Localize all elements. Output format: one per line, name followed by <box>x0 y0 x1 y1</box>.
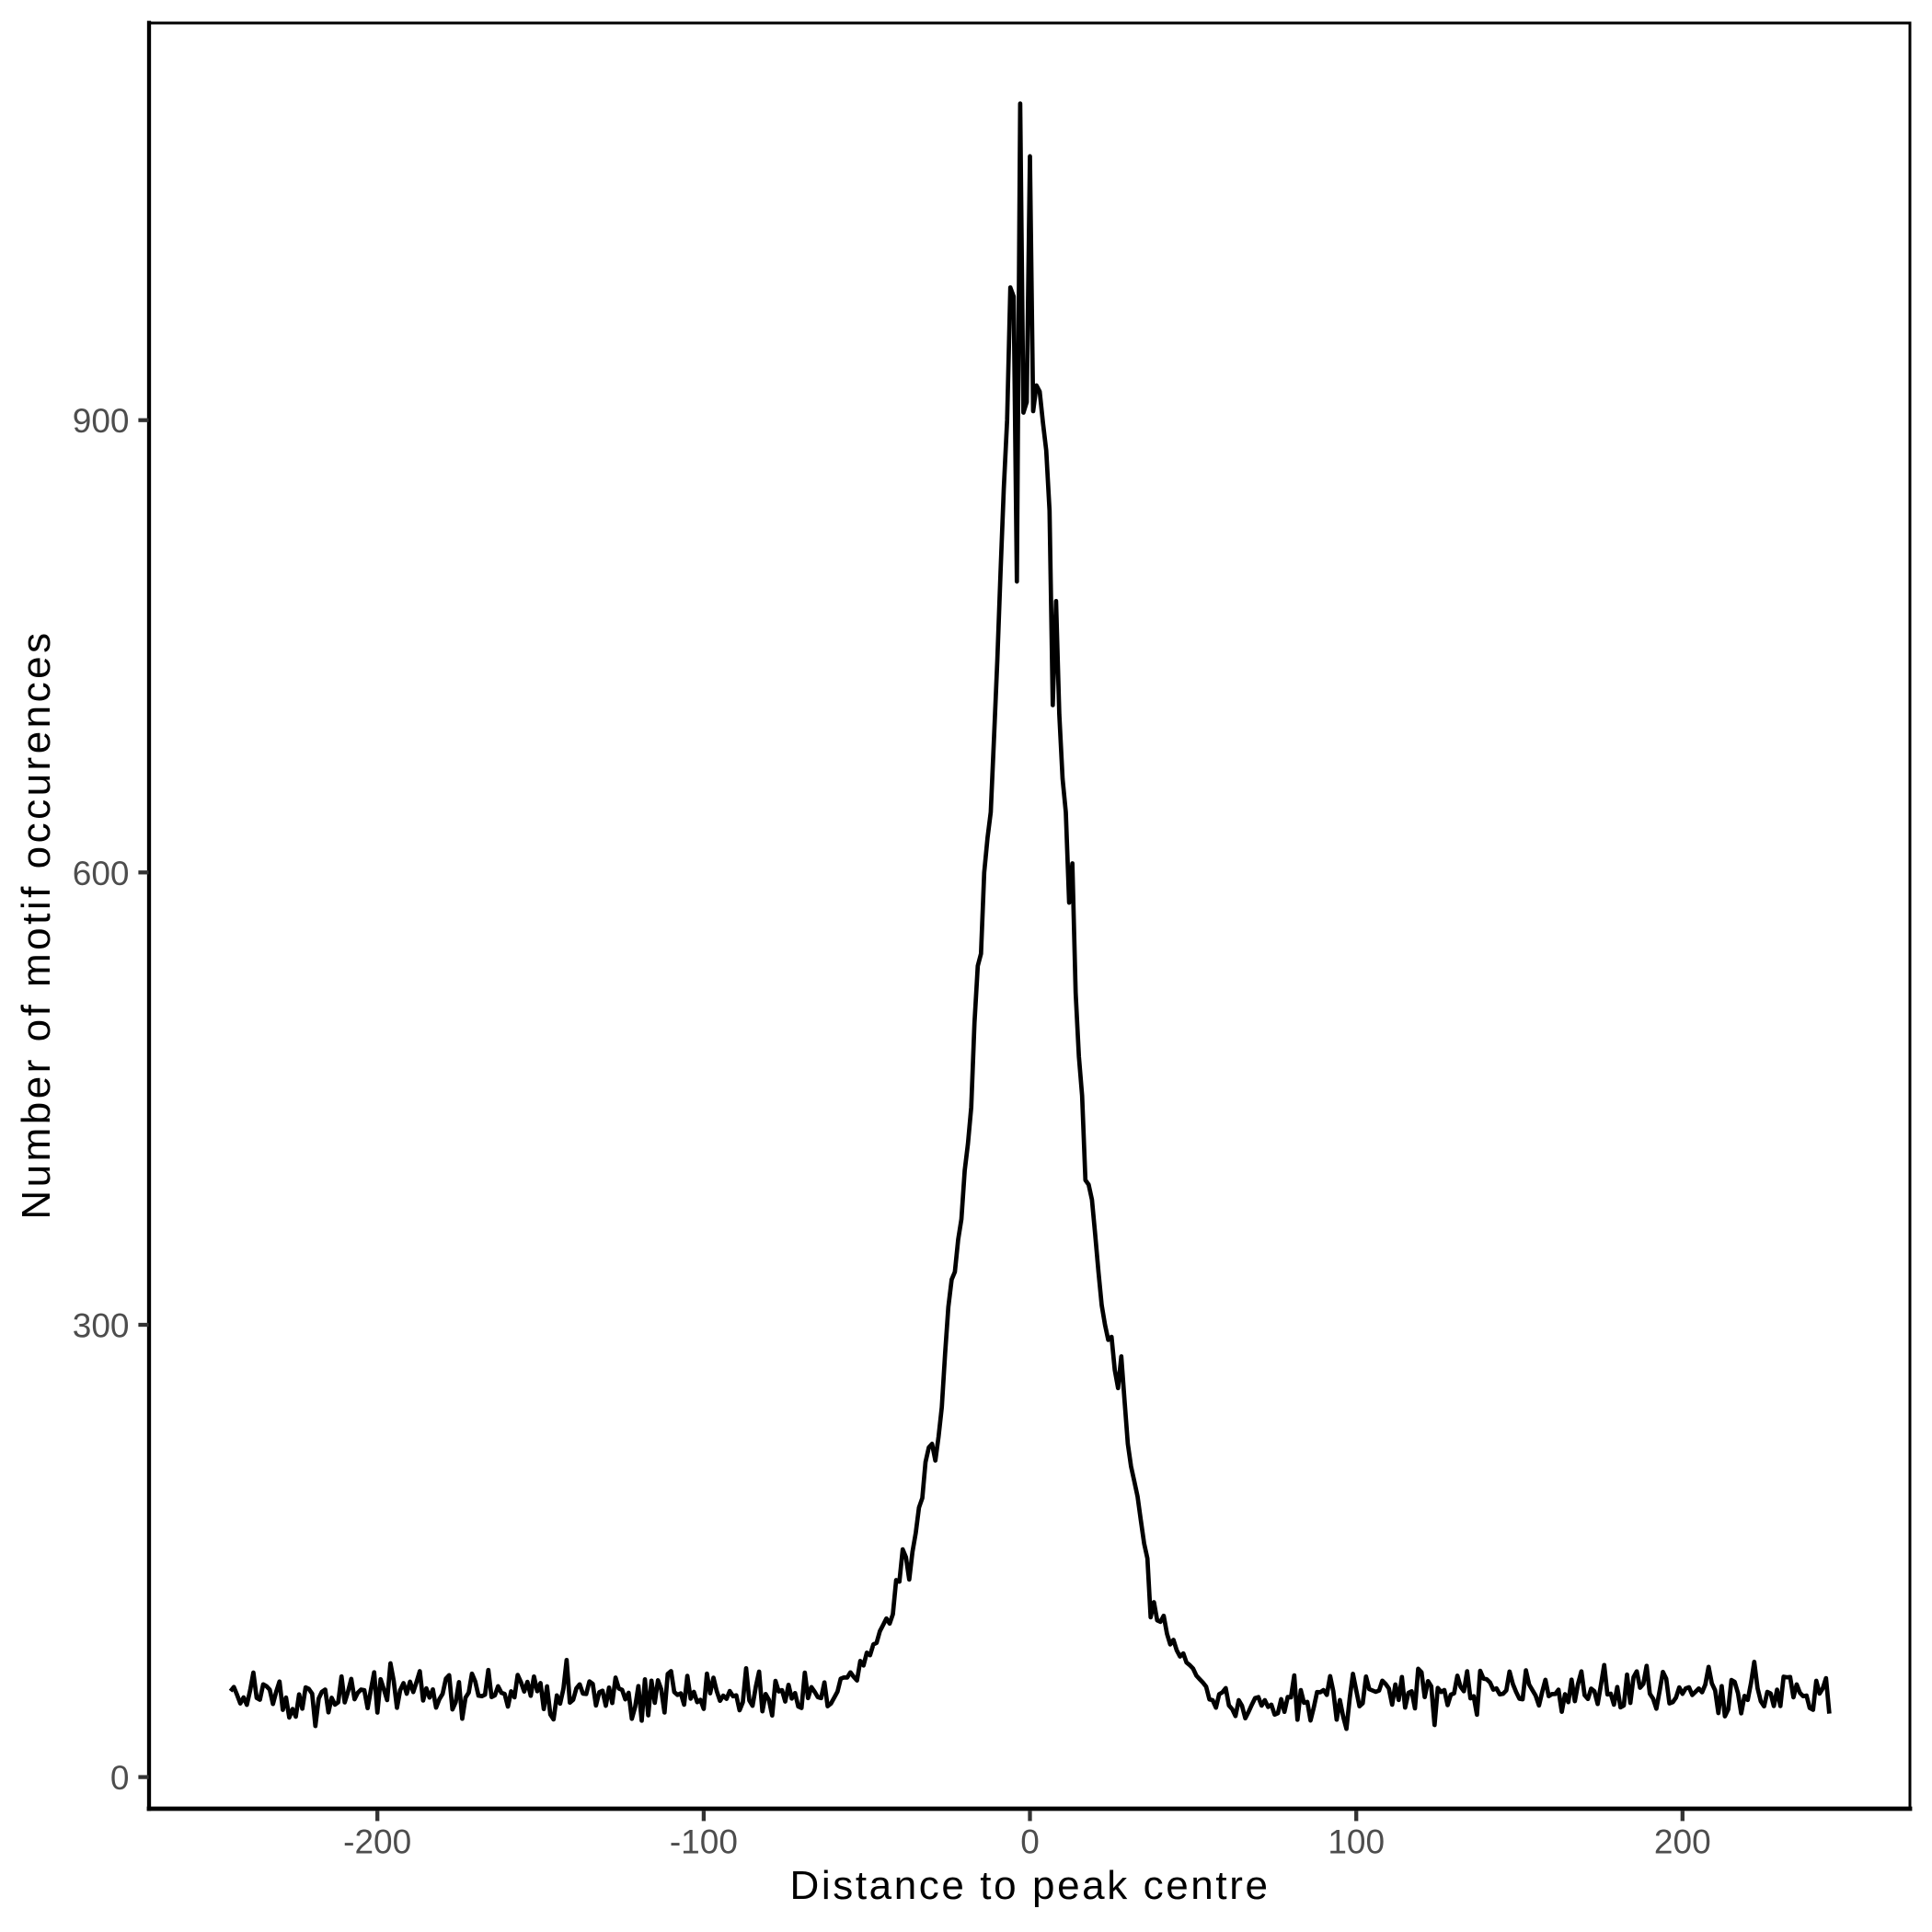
svg-text:100: 100 <box>1328 1823 1385 1861</box>
svg-text:200: 200 <box>1654 1823 1711 1861</box>
svg-text:900: 900 <box>73 402 130 440</box>
svg-text:-100: -100 <box>670 1823 738 1861</box>
svg-text:600: 600 <box>73 855 130 892</box>
svg-text:Number of motif occurences: Number of motif occurences <box>14 629 59 1219</box>
svg-text:300: 300 <box>73 1307 130 1345</box>
svg-text:-200: -200 <box>343 1823 411 1861</box>
svg-text:0: 0 <box>110 1759 130 1797</box>
svg-text:Distance to peak centre: Distance to peak centre <box>789 1863 1270 1908</box>
svg-text:0: 0 <box>1020 1823 1040 1861</box>
